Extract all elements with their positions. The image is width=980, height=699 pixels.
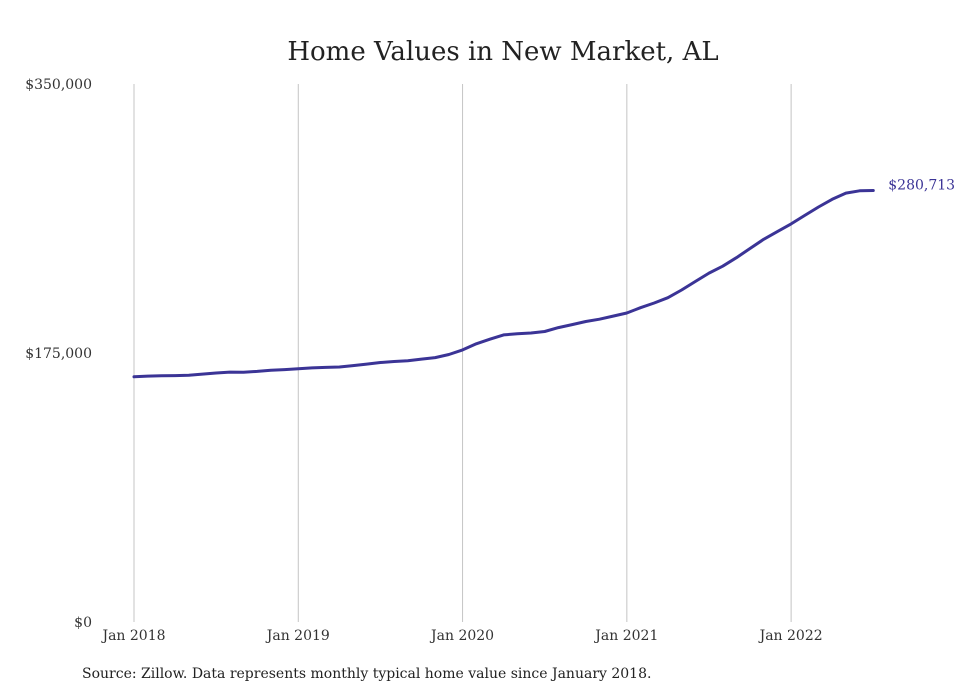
- x-tick-label: Jan 2019: [265, 628, 330, 644]
- x-tick-label: Jan 2020: [429, 628, 494, 644]
- source-note: Source: Zillow. Data represents monthly …: [82, 666, 652, 682]
- series-line: [132, 189, 875, 379]
- y-tick-label: $350,000: [25, 77, 92, 93]
- chart-title: Home Values in New Market, AL: [287, 37, 718, 67]
- x-tick-label: Jan 2022: [758, 628, 823, 644]
- x-tick-label: Jan 2021: [593, 628, 658, 644]
- y-axis-ticks: $0 $175,000 $350,000: [25, 77, 92, 631]
- last-value-label: $280,713: [888, 178, 955, 194]
- y-tick-label: $0: [74, 615, 92, 631]
- x-axis-ticks: Jan 2018 Jan 2019 Jan 2020 Jan 2021 Jan 2022: [100, 628, 822, 644]
- y-tick-label: $175,000: [25, 346, 92, 362]
- gridlines: [133, 84, 792, 622]
- x-tick-label: Jan 2018: [100, 628, 165, 644]
- series-lines: [132, 189, 875, 379]
